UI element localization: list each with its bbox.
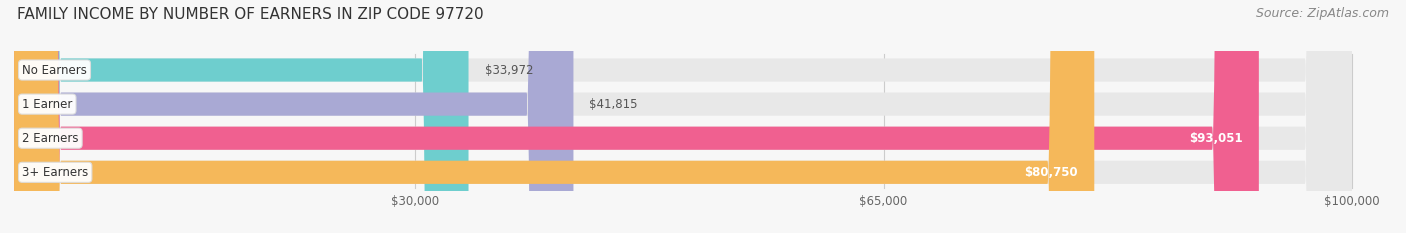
FancyBboxPatch shape [14,0,1094,233]
Text: Source: ZipAtlas.com: Source: ZipAtlas.com [1256,7,1389,20]
FancyBboxPatch shape [14,0,1351,233]
FancyBboxPatch shape [14,0,468,233]
Text: No Earners: No Earners [22,64,87,76]
Text: $80,750: $80,750 [1025,166,1078,179]
Text: $41,815: $41,815 [589,98,638,111]
Text: 3+ Earners: 3+ Earners [22,166,89,179]
Text: 1 Earner: 1 Earner [22,98,73,111]
Text: FAMILY INCOME BY NUMBER OF EARNERS IN ZIP CODE 97720: FAMILY INCOME BY NUMBER OF EARNERS IN ZI… [17,7,484,22]
Text: $93,051: $93,051 [1189,132,1243,145]
FancyBboxPatch shape [14,0,1351,233]
FancyBboxPatch shape [14,0,1351,233]
Text: 2 Earners: 2 Earners [22,132,79,145]
FancyBboxPatch shape [14,0,574,233]
FancyBboxPatch shape [14,0,1258,233]
FancyBboxPatch shape [14,0,1351,233]
Text: $33,972: $33,972 [485,64,533,76]
